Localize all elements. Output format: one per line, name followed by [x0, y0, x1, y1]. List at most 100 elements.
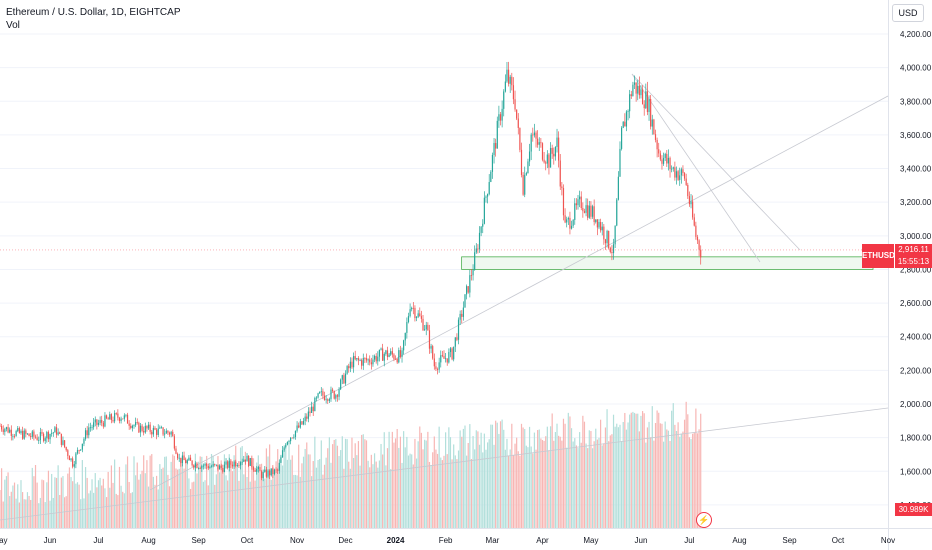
candle-body [687, 184, 689, 197]
candle-body [283, 447, 285, 451]
volume-bar [535, 449, 537, 528]
candle-body [375, 355, 377, 362]
candle-body [330, 389, 332, 400]
volume-bar [428, 461, 431, 528]
candle-body [671, 168, 673, 170]
volume-bar [93, 492, 95, 528]
candle-body [81, 443, 83, 450]
volume-bar [617, 427, 619, 528]
candle-body [499, 114, 502, 121]
candle-body [46, 432, 48, 439]
volume-bar [459, 430, 461, 528]
y-tick-label: 3,200.00 [900, 198, 932, 207]
candle-body [427, 324, 429, 331]
volume-bar [47, 470, 50, 528]
candle-body [490, 171, 492, 183]
candle-body [477, 248, 479, 250]
candle-body [659, 153, 661, 160]
y-tick-label: 2,600.00 [900, 299, 932, 308]
volume-bar [301, 463, 303, 528]
volume-bar [491, 424, 494, 528]
volume-bar [482, 452, 484, 528]
volume-bar [270, 479, 272, 528]
candle-body [233, 461, 235, 467]
candle-body [336, 395, 339, 397]
volume-bar [41, 479, 43, 528]
volume-bar [252, 458, 255, 528]
volume-bar [475, 430, 477, 528]
y-tick-label: 3,000.00 [900, 232, 932, 241]
candle-body [406, 322, 408, 333]
candle-body [486, 194, 489, 197]
volume-bar [399, 436, 402, 528]
volume-bar [486, 442, 489, 528]
candle-body [640, 89, 642, 96]
candle-body [630, 94, 632, 97]
candle-body [147, 424, 150, 429]
lightning-icon[interactable]: ⚡ [696, 512, 712, 528]
candle-body [227, 461, 229, 468]
volume-bar [207, 485, 209, 528]
volume-bar [375, 461, 377, 528]
last-price-box: 2,916.11 15:55:13 [895, 244, 932, 268]
candle-body [18, 428, 20, 434]
candle-body [561, 186, 563, 189]
volume-bar [582, 415, 584, 528]
volume-bar [650, 437, 652, 528]
candle-body [361, 360, 363, 366]
candle-body [146, 425, 148, 429]
volume-bar [430, 465, 432, 528]
volume-bar [18, 502, 20, 528]
volume-bar [290, 459, 292, 528]
volume-bar [59, 494, 61, 528]
volume-bar [474, 449, 476, 528]
volume-bar [630, 412, 632, 528]
candle-body [488, 182, 490, 195]
x-tick-label: Feb [439, 536, 453, 545]
currency-selector[interactable]: USD [892, 4, 924, 22]
volume-bar [530, 446, 532, 528]
candle-body [696, 236, 699, 241]
volume-bar [538, 429, 540, 528]
volume-bar [328, 437, 330, 528]
volume-bar [409, 453, 411, 528]
candle-body [682, 169, 684, 174]
candle-body [93, 422, 95, 428]
candle-body [256, 468, 258, 472]
candle-body [210, 466, 213, 468]
symbol-title[interactable]: Ethereum / U.S. Dollar, 1D, EIGHTCAP [6, 7, 181, 18]
volume-bar [498, 433, 500, 528]
volume-bar [26, 492, 29, 528]
candle-body [373, 355, 376, 360]
volume-bar [330, 462, 332, 528]
candle-body [530, 134, 532, 152]
candle-body [251, 458, 253, 468]
volume-bar [180, 459, 182, 528]
candle-body [467, 286, 469, 293]
volume-bar [189, 488, 192, 528]
candle-body [25, 430, 27, 434]
candle-body [152, 427, 154, 435]
volume-bar [97, 480, 100, 528]
candle-body [107, 418, 109, 420]
candle-body [296, 425, 298, 431]
candle-body [348, 366, 350, 369]
volume-bar [499, 421, 502, 528]
volume-bar [593, 441, 595, 528]
volume-bar [393, 442, 395, 528]
x-tick-label: Nov [290, 536, 304, 545]
candle-body [585, 205, 587, 213]
candle-body [114, 413, 116, 422]
volume-bar [302, 456, 305, 528]
candle-body [440, 355, 442, 363]
candle-body [204, 463, 206, 466]
volume-bar [62, 476, 64, 528]
candle-body [520, 149, 523, 175]
volume-bar [456, 459, 458, 528]
indicator-label[interactable]: Vol [6, 20, 20, 31]
candle-body [524, 174, 526, 195]
candle-body [39, 432, 41, 441]
volume-bar [44, 502, 46, 528]
volume-bar [115, 493, 117, 528]
